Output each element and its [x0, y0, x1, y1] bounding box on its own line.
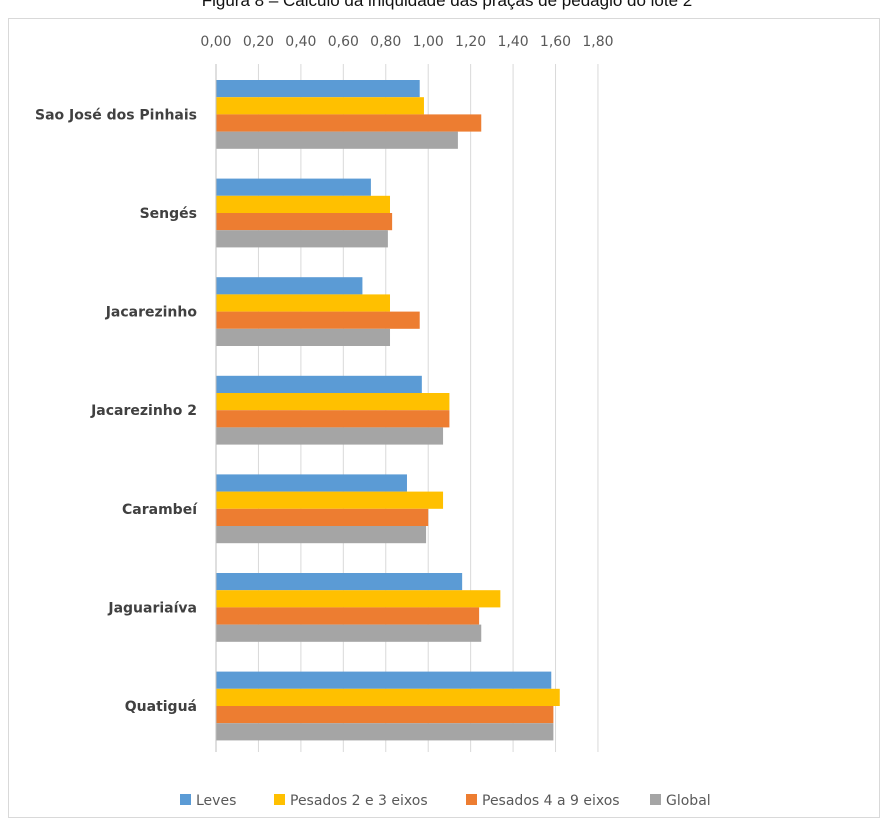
bar: [216, 195, 391, 213]
bar: [216, 410, 450, 428]
bar: [216, 573, 463, 591]
bar: [216, 723, 554, 741]
bar: [216, 624, 482, 642]
category-label: Jacarezinho 2: [90, 403, 197, 419]
bar: [216, 294, 391, 312]
x-tick-label: 1,00: [413, 34, 444, 50]
x-tick-label: 1,20: [455, 34, 486, 50]
legend-swatch: [650, 794, 661, 805]
bar: [216, 393, 450, 411]
x-tick-label: 0,60: [328, 34, 359, 50]
legend-swatch: [274, 794, 285, 805]
x-tick-label: 1,60: [540, 34, 571, 50]
legend-label: Pesados 2 e 3 eixos: [290, 793, 428, 809]
x-tick-label: 0,80: [370, 34, 401, 50]
x-tick-label: 1,40: [497, 34, 528, 50]
bar: [216, 328, 391, 346]
bar: [216, 474, 407, 492]
legend-label: Pesados 4 a 9 eixos: [482, 793, 620, 809]
category-label: Carambeí: [122, 502, 198, 518]
category-label: Jacarezinho: [105, 305, 198, 321]
bar: [216, 178, 371, 196]
bar: [216, 671, 552, 689]
category-label: Sengés: [140, 206, 197, 222]
bar: [216, 375, 422, 393]
chart-frame: [8, 18, 880, 818]
bar: [216, 706, 554, 724]
x-tick-label: 1,80: [582, 34, 613, 50]
legend-label: Leves: [196, 793, 236, 809]
bar: [216, 311, 420, 329]
bar: [216, 97, 424, 115]
bar: [216, 590, 501, 608]
category-label: Quatiguá: [125, 699, 197, 715]
category-label: Sao José dos Pinhais: [35, 107, 197, 123]
category-label: Jaguariaíva: [107, 600, 197, 616]
bar: [216, 80, 420, 98]
bar: [216, 114, 482, 132]
legend-swatch: [180, 794, 191, 805]
legend-label: Global: [666, 793, 711, 809]
bar: [216, 526, 427, 544]
bar: [216, 607, 480, 625]
legend-swatch: [466, 794, 477, 805]
x-tick-label: 0,40: [285, 34, 316, 50]
bar: [216, 230, 388, 248]
bar: [216, 277, 363, 295]
x-tick-label: 0,20: [243, 34, 274, 50]
x-tick-label: 0,00: [200, 34, 231, 50]
bar: [216, 427, 444, 445]
bar: [216, 688, 560, 706]
bar: [216, 213, 393, 231]
bar: [216, 508, 429, 526]
bar: [216, 131, 458, 149]
bar: [216, 491, 444, 509]
page-title: Figura 8 – Cálculo da iniquidade das pra…: [201, 0, 693, 10]
